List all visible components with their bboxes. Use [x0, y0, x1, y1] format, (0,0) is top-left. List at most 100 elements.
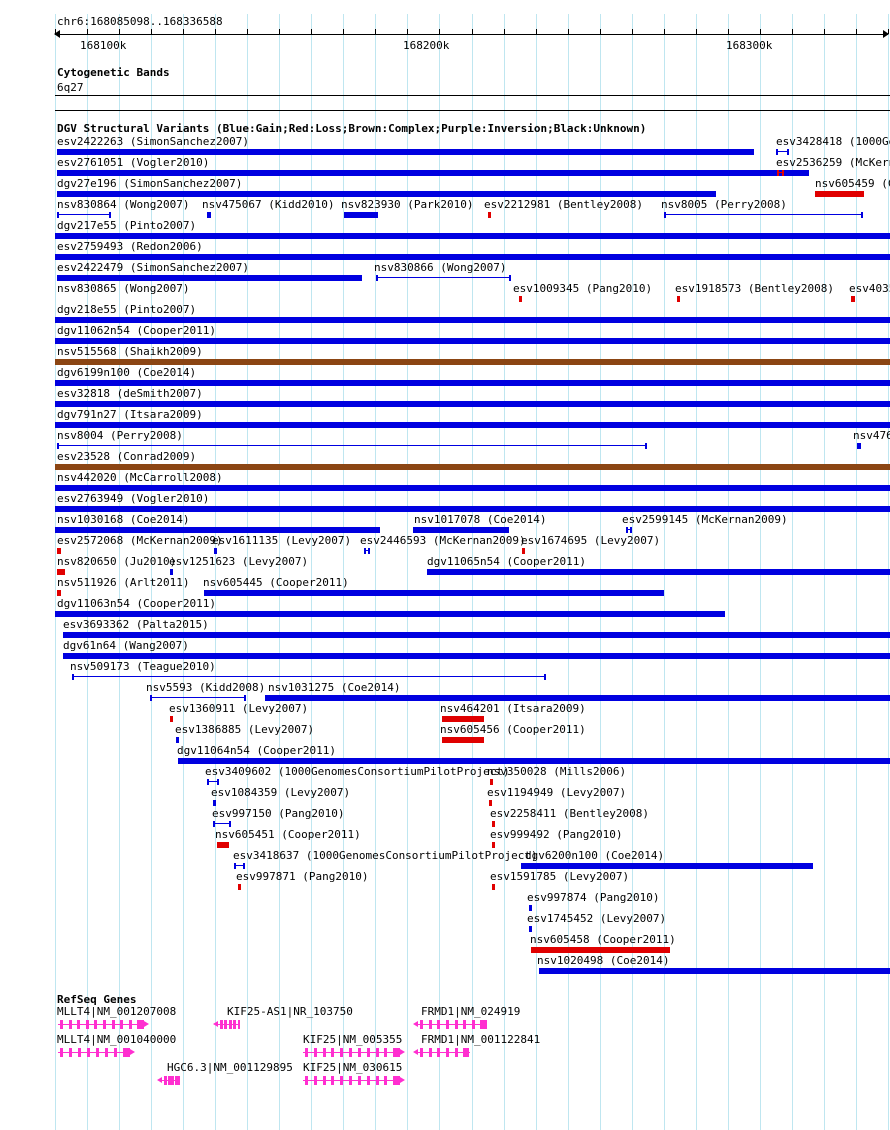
dgv-variant-label[interactable]: nsv605451 (Cooper2011) — [215, 828, 361, 841]
dgv-variant-label[interactable]: esv3693362 (Palta2015) — [63, 618, 209, 631]
dgv-variant-label[interactable]: esv2422479 (SimonSanchez2007) — [57, 261, 250, 274]
dgv-variant-label[interactable]: nsv350028 (Mills2006) — [487, 765, 627, 778]
dgv-variant-marker[interactable] — [626, 527, 632, 533]
dgv-variant-label[interactable]: nsv823930 (Park2010) — [341, 198, 474, 211]
dgv-variant-line[interactable] — [57, 212, 111, 218]
refseq-gene-label[interactable]: FRMD1|NM_001122841 — [421, 1033, 541, 1046]
dgv-variant-label[interactable]: esv2759493 (Redon2006) — [57, 240, 203, 253]
refseq-gene-model[interactable] — [303, 1074, 405, 1087]
refseq-gene-label[interactable]: HGC6.3|NM_001129895 — [167, 1061, 293, 1074]
dgv-variant-label[interactable]: esv999492 (Pang2010) — [490, 828, 623, 841]
dgv-variant-marker[interactable] — [777, 170, 784, 176]
dgv-variant-label[interactable]: nsv605445 (Cooper2011) — [203, 576, 349, 589]
dgv-variant-bar[interactable] — [55, 233, 890, 239]
dgv-variant-label[interactable]: dgv6200n100 (Coe2014) — [525, 849, 665, 862]
dgv-variant-label[interactable]: esv2536259 (McKerna — [776, 156, 890, 169]
dgv-variant-label[interactable]: dgv218e55 (Pinto2007) — [57, 303, 197, 316]
dgv-variant-line[interactable] — [150, 695, 246, 701]
dgv-variant-label[interactable]: esv32818 (deSmith2007) — [57, 387, 203, 400]
dgv-variant-bar[interactable] — [217, 842, 229, 848]
dgv-variant-label[interactable]: dgv217e55 (Pinto2007) — [57, 219, 197, 232]
dgv-variant-marker[interactable] — [170, 569, 173, 575]
dgv-variant-marker[interactable] — [364, 548, 370, 554]
dgv-variant-marker[interactable] — [529, 926, 532, 932]
dgv-variant-label[interactable]: esv1591785 (Levy2007) — [490, 870, 630, 883]
dgv-variant-label[interactable]: nsv442020 (McCarroll2008) — [57, 471, 223, 484]
dgv-variant-marker[interactable] — [57, 548, 61, 554]
refseq-gene-model[interactable] — [157, 1074, 180, 1087]
dgv-variant-line[interactable] — [664, 212, 863, 218]
dgv-variant-label[interactable]: esv3409602 (1000GenomesConsortiumPilotPr… — [205, 765, 510, 778]
dgv-variant-label[interactable]: esv23528 (Conrad2009) — [57, 450, 197, 463]
dgv-variant-bar[interactable] — [55, 401, 890, 407]
dgv-variant-bar[interactable] — [57, 275, 362, 281]
dgv-variant-bar[interactable] — [63, 632, 890, 638]
dgv-variant-marker[interactable] — [851, 296, 855, 302]
dgv-variant-label[interactable]: nsv509173 (Teague2010) — [70, 660, 216, 673]
dgv-variant-label[interactable]: nsv820650 (Ju2010) — [57, 555, 177, 568]
dgv-variant-marker[interactable] — [529, 905, 532, 911]
dgv-variant-label[interactable]: nsv511926 (Arlt2011) — [57, 576, 190, 589]
refseq-gene-label[interactable]: KIF25|NM_005355 — [303, 1033, 403, 1046]
dgv-variant-label[interactable]: esv1386885 (Levy2007) — [175, 723, 315, 736]
dgv-variant-label[interactable]: dgv6199n100 (Coe2014) — [57, 366, 197, 379]
refseq-gene-label[interactable]: MLLT4|NM_001040000 — [57, 1033, 177, 1046]
dgv-variant-bar[interactable] — [539, 968, 890, 974]
ruler-right-arrow-icon[interactable] — [883, 30, 889, 38]
dgv-variant-label[interactable]: esv2761051 (Vogler2010) — [57, 156, 210, 169]
dgv-variant-marker[interactable] — [776, 149, 789, 155]
dgv-variant-label[interactable]: esv997874 (Pang2010) — [527, 891, 660, 904]
dgv-variant-label[interactable]: esv3418637 (1000GenomesConsortiumPilotPr… — [233, 849, 538, 862]
dgv-variant-bar[interactable] — [57, 191, 716, 197]
refseq-gene-model[interactable] — [303, 1046, 405, 1059]
dgv-variant-label[interactable]: dgv11064n54 (Cooper2011) — [177, 744, 336, 757]
dgv-variant-marker[interactable] — [207, 779, 219, 785]
dgv-variant-label[interactable]: esv1084359 (Levy2007) — [211, 786, 351, 799]
dgv-variant-bar[interactable] — [55, 254, 890, 260]
dgv-variant-marker[interactable] — [522, 548, 525, 554]
dgv-variant-label[interactable]: esv2422263 (SimonSanchez2007) — [57, 135, 250, 148]
dgv-variant-label[interactable]: esv1360911 (Levy2007) — [169, 702, 309, 715]
dgv-variant-label[interactable]: dgv791n27 (Itsara2009) — [57, 408, 203, 421]
dgv-variant-bar[interactable] — [815, 191, 864, 197]
dgv-variant-label[interactable]: esv2212981 (Bentley2008) — [484, 198, 643, 211]
dgv-variant-line[interactable] — [57, 443, 647, 449]
dgv-variant-marker[interactable] — [857, 443, 861, 449]
dgv-variant-bar[interactable] — [55, 380, 890, 386]
dgv-variant-label[interactable]: dgv61n64 (Wang2007) — [63, 639, 189, 652]
dgv-variant-line[interactable] — [213, 821, 231, 827]
dgv-variant-marker[interactable] — [492, 821, 495, 827]
dgv-variant-label[interactable]: nsv605458 (Cooper2011) — [530, 933, 676, 946]
dgv-variant-marker[interactable] — [488, 212, 491, 218]
dgv-variant-marker[interactable] — [234, 863, 245, 869]
dgv-variant-bar[interactable] — [442, 737, 484, 743]
refseq-gene-model[interactable] — [413, 1046, 470, 1059]
refseq-gene-model[interactable] — [213, 1018, 240, 1031]
dgv-variant-label[interactable]: esv1009345 (Pang2010) — [513, 282, 653, 295]
dgv-variant-label[interactable]: esv997871 (Pang2010) — [236, 870, 369, 883]
refseq-gene-label[interactable]: FRMD1|NM_024919 — [421, 1005, 521, 1018]
dgv-variant-label[interactable]: dgv11065n54 (Cooper2011) — [427, 555, 586, 568]
dgv-variant-bar[interactable] — [427, 569, 890, 575]
dgv-variant-label[interactable]: nsv605456 (Cooper2011) — [440, 723, 586, 736]
dgv-variant-marker[interactable] — [492, 842, 495, 848]
dgv-variant-marker[interactable] — [489, 800, 492, 806]
dgv-variant-bar[interactable] — [55, 527, 380, 533]
dgv-variant-label[interactable]: dgv27e196 (SimonSanchez2007) — [57, 177, 243, 190]
refseq-gene-model[interactable] — [413, 1018, 487, 1031]
dgv-variant-bar[interactable] — [55, 422, 890, 428]
dgv-variant-marker[interactable] — [677, 296, 680, 302]
dgv-variant-bar[interactable] — [55, 485, 890, 491]
dgv-variant-marker[interactable] — [519, 296, 522, 302]
dgv-variant-label[interactable]: esv3428418 (1000Ger — [776, 135, 890, 148]
dgv-variant-label[interactable]: nsv5593 (Kidd2008) — [146, 681, 266, 694]
dgv-variant-line[interactable] — [376, 275, 511, 281]
dgv-variant-label[interactable]: nsv8004 (Perry2008) — [57, 429, 183, 442]
dgv-variant-marker[interactable] — [238, 884, 241, 890]
dgv-variant-marker[interactable] — [207, 212, 211, 218]
dgv-variant-bar[interactable] — [55, 611, 725, 617]
dgv-variant-label[interactable]: esv1745452 (Levy2007) — [527, 912, 667, 925]
dgv-variant-label[interactable]: nsv830864 (Wong2007) — [57, 198, 190, 211]
dgv-variant-label[interactable]: esv2763949 (Vogler2010) — [57, 492, 210, 505]
dgv-variant-label[interactable]: nsv605459 (C — [815, 177, 890, 190]
